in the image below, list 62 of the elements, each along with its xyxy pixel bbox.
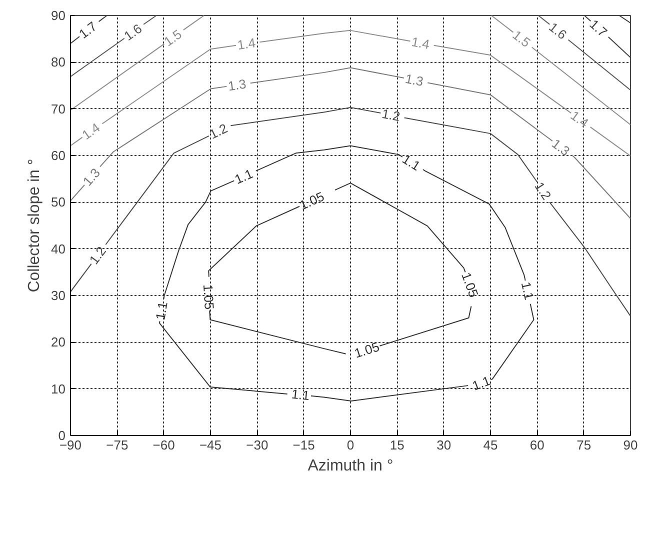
y-tick-label: 50 bbox=[51, 194, 66, 210]
y-tick-label: 90 bbox=[51, 8, 66, 23]
line-series bbox=[100, 86, 228, 168]
text: 1.4 bbox=[410, 34, 431, 52]
text: 1.1 bbox=[470, 372, 492, 394]
text: 1.6 bbox=[121, 20, 145, 44]
line-series bbox=[255, 145, 403, 172]
y-tick-label: 20 bbox=[51, 334, 66, 350]
line-series bbox=[230, 106, 382, 126]
text: 1.1 bbox=[290, 386, 310, 404]
text: 1.1 bbox=[152, 300, 170, 321]
y-tick-label: 30 bbox=[51, 288, 66, 303]
text: 1.4 bbox=[79, 120, 103, 143]
text: 1.05 bbox=[352, 338, 382, 361]
x-tick-label: 90 bbox=[623, 438, 638, 452]
y-tick-label: 10 bbox=[51, 381, 66, 396]
x-tick-label: −60 bbox=[152, 438, 175, 452]
text: 1.2 bbox=[86, 244, 110, 268]
text: 1.2 bbox=[532, 179, 554, 203]
line-series bbox=[334, 182, 466, 273]
text: 1.5 bbox=[161, 26, 184, 50]
text: 1.7 bbox=[76, 18, 100, 42]
text: 1.5 bbox=[510, 27, 534, 50]
y-tick-label: 80 bbox=[51, 54, 66, 70]
x-tick-label: 60 bbox=[530, 438, 544, 452]
x-tick-label: 15 bbox=[390, 438, 404, 452]
text: 1.05 bbox=[200, 284, 217, 310]
text: 1.3 bbox=[227, 76, 248, 94]
line-series bbox=[310, 385, 469, 402]
text: 1.7 bbox=[586, 16, 610, 40]
y-axis-title: Collector slope in ° bbox=[26, 158, 44, 292]
line-series bbox=[259, 30, 411, 43]
x-tick-label: 45 bbox=[483, 438, 498, 452]
text: 1.6 bbox=[546, 19, 570, 42]
text: 1.3 bbox=[80, 165, 104, 189]
line-series bbox=[208, 206, 300, 278]
text: 1.1 bbox=[232, 166, 256, 187]
y-tick-label: 60 bbox=[51, 148, 66, 163]
text: 1.4 bbox=[236, 35, 256, 53]
text: 1.3 bbox=[404, 70, 425, 90]
x-tick-label: 75 bbox=[576, 438, 592, 452]
line-series bbox=[404, 117, 538, 183]
x-tick-label: 30 bbox=[436, 438, 452, 452]
y-tick-label: 40 bbox=[51, 241, 66, 256]
x-axis-title: Azimuth in ° bbox=[308, 458, 394, 474]
x-tick-label: −15 bbox=[292, 438, 315, 452]
text: 1.4 bbox=[568, 108, 592, 131]
text: 1.1 bbox=[400, 151, 423, 174]
x-tick-label: 0 bbox=[346, 438, 354, 452]
line-series bbox=[209, 310, 346, 354]
line-series bbox=[490, 303, 534, 380]
text: 1.2 bbox=[206, 120, 230, 142]
text: 1.05 bbox=[458, 270, 482, 300]
y-tick-label: 0 bbox=[58, 428, 66, 443]
x-tick-label: −45 bbox=[199, 438, 222, 452]
text: 1.2 bbox=[380, 106, 402, 124]
x-tick-label: −30 bbox=[246, 438, 268, 452]
text: 1.3 bbox=[549, 136, 573, 159]
line-series bbox=[250, 67, 405, 84]
line-series bbox=[158, 320, 288, 394]
y-tick-label: 70 bbox=[51, 101, 66, 116]
x-tick-label: −75 bbox=[106, 438, 128, 452]
